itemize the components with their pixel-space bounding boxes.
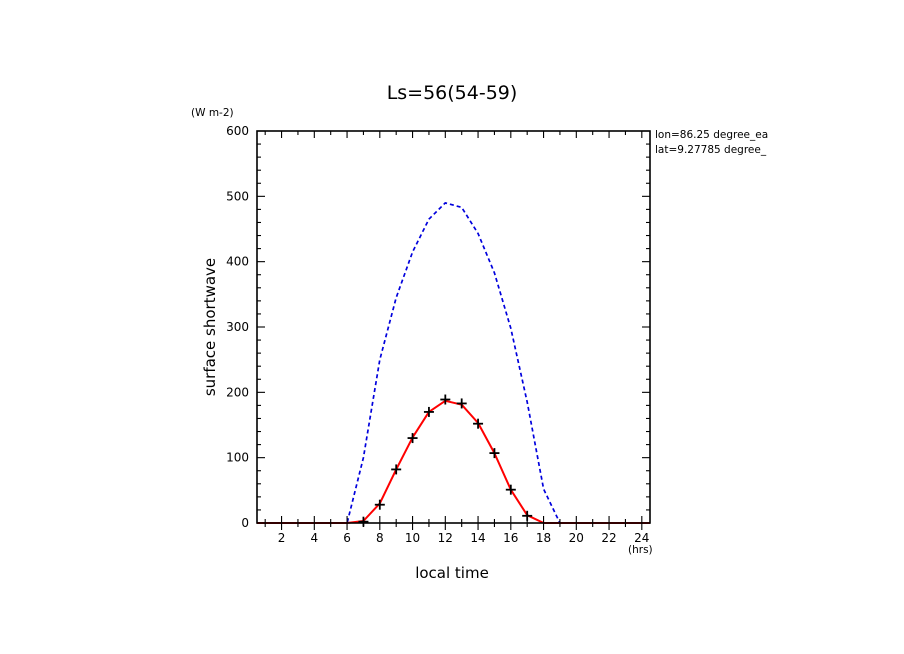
- data-point-marker: [407, 433, 418, 444]
- y-axis-label: surface shortwave: [201, 258, 219, 396]
- x-tick-label: 8: [376, 531, 384, 545]
- data-point-marker: [489, 448, 500, 459]
- annotation-lat: lat=9.27785 degree_: [655, 144, 767, 156]
- x-tick-label: 14: [470, 531, 485, 545]
- x-tick-label: 24: [634, 531, 649, 545]
- y-axis-unit: (W m-2): [191, 107, 234, 119]
- x-tick-label: 6: [343, 531, 351, 545]
- x-tick-label: 16: [503, 531, 518, 545]
- data-point-marker: [505, 484, 516, 495]
- y-tick-label: 100: [226, 451, 249, 465]
- y-tick-label: 300: [226, 320, 249, 334]
- plot-frame: [256, 130, 651, 524]
- x-axis-unit: (hrs): [628, 544, 653, 556]
- chart-title: Ls=56(54-59): [387, 82, 518, 104]
- annotation-lon: lon=86.25 degree_ea: [655, 129, 768, 141]
- data-point-marker: [391, 464, 402, 475]
- x-tick-label: 10: [405, 531, 420, 545]
- y-tick-label: 0: [241, 516, 249, 530]
- y-tick-label: 500: [226, 189, 249, 203]
- data-point-marker: [423, 406, 434, 417]
- x-tick-label: 2: [278, 531, 286, 545]
- y-tick-label: 600: [226, 124, 249, 138]
- x-tick-label: 22: [601, 531, 616, 545]
- series-line-solid: [257, 399, 650, 524]
- x-axis-label: local time: [415, 564, 489, 582]
- data-point-marker: [374, 499, 385, 510]
- x-tick-label: 12: [438, 531, 453, 545]
- series-line-dashed: [257, 202, 650, 524]
- x-tick-label: 4: [310, 531, 318, 545]
- y-tick-label: 200: [226, 385, 249, 399]
- y-tick-label: 400: [226, 255, 249, 269]
- data-point-marker: [456, 398, 467, 409]
- data-point-marker: [473, 418, 484, 429]
- x-tick-label: 20: [569, 531, 584, 545]
- x-tick-label: 18: [536, 531, 551, 545]
- series-layer: [257, 202, 650, 527]
- data-point-marker: [440, 394, 451, 405]
